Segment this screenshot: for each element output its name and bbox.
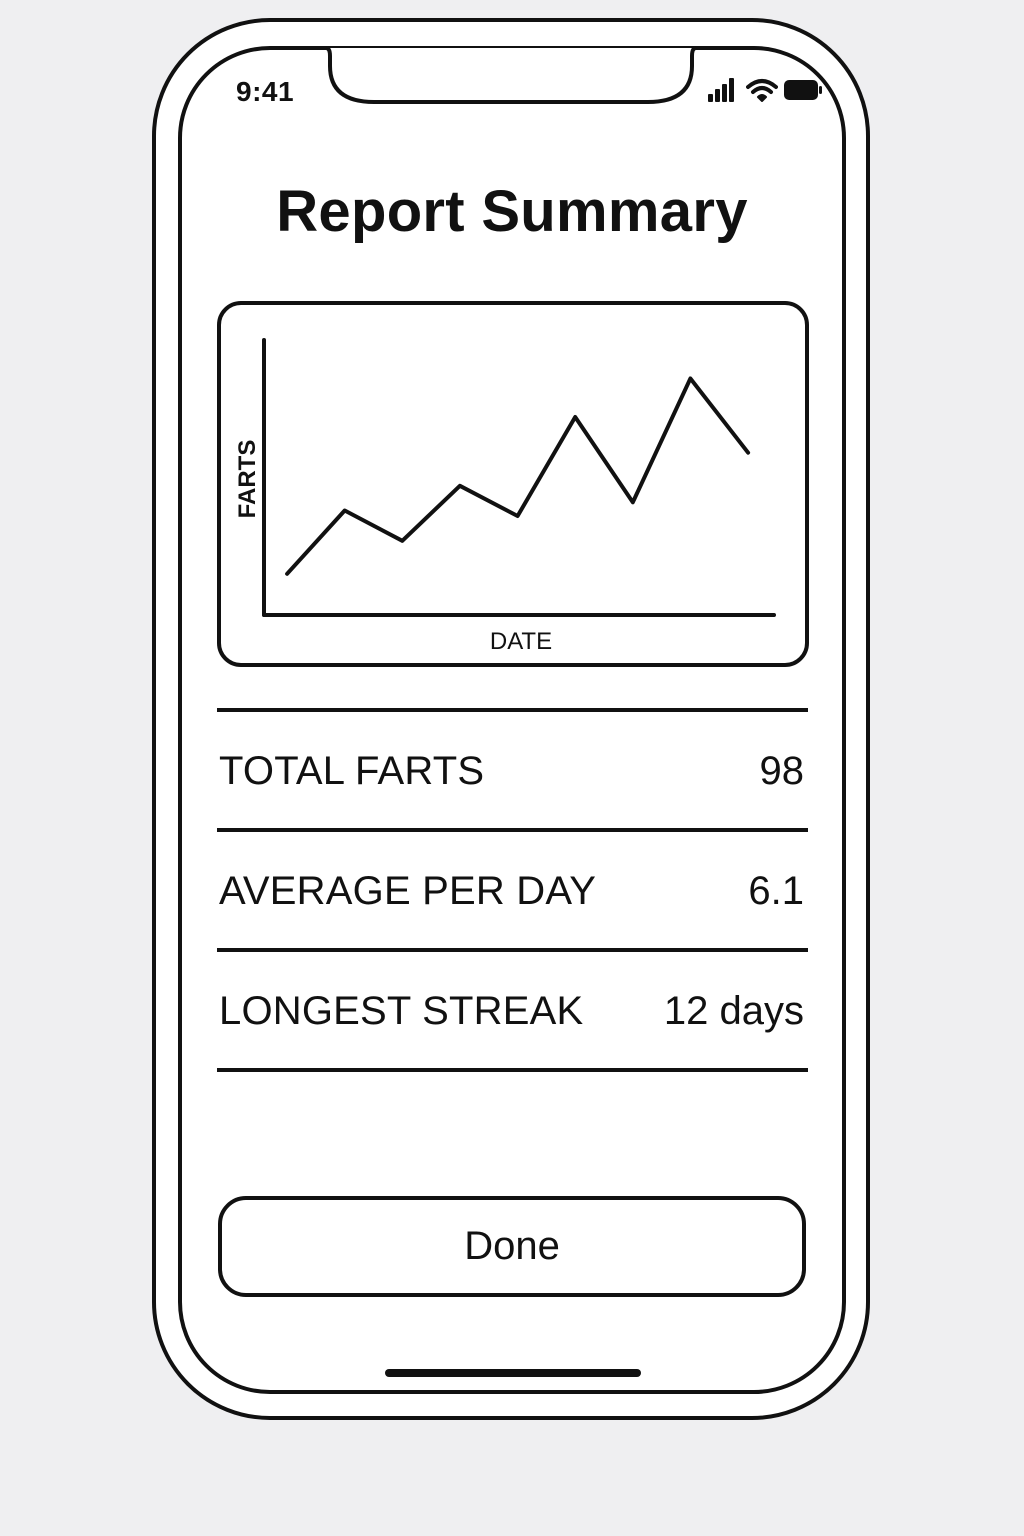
page-title: Report Summary [276, 179, 748, 244]
chart-card: FARTS DATE [217, 301, 809, 667]
stat-label-total-farts: TOTAL FARTS [219, 749, 485, 793]
stat-label-longest-streak: LONGEST STREAK [219, 989, 584, 1033]
status-icons [706, 78, 822, 104]
phone-screen [178, 46, 846, 1394]
stat-value-total-farts: 98 [759, 749, 805, 793]
divider [217, 1068, 808, 1072]
stat-label-average-per-day: AVERAGE PER DAY [219, 869, 597, 913]
notch [322, 46, 700, 104]
home-indicator[interactable] [385, 1369, 641, 1377]
status-time: 9:41 [236, 76, 295, 107]
y-axis-label: FARTS [234, 440, 261, 519]
divider [217, 948, 808, 952]
stat-value-longest-streak: 12 days [663, 989, 804, 1033]
line-chart: FARTS DATE [234, 338, 776, 655]
cellular-signal-icon [708, 78, 736, 102]
divider [217, 708, 808, 712]
stat-value-average-per-day: 6.1 [748, 869, 804, 913]
battery-icon [784, 80, 822, 100]
done-button[interactable]: Done [218, 1196, 806, 1297]
series-line [285, 376, 751, 576]
x-axis-label: DATE [490, 628, 552, 655]
wifi-icon [746, 78, 778, 102]
divider [217, 828, 808, 832]
